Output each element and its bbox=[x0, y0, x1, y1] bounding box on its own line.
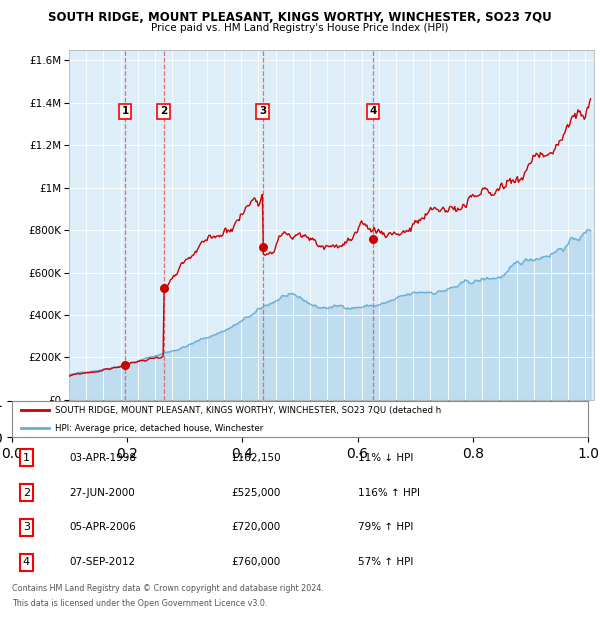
Text: 1: 1 bbox=[121, 106, 128, 116]
Text: £525,000: £525,000 bbox=[231, 487, 280, 497]
Text: 4: 4 bbox=[370, 106, 377, 116]
Text: Contains HM Land Registry data © Crown copyright and database right 2024.: Contains HM Land Registry data © Crown c… bbox=[12, 584, 324, 593]
Text: SOUTH RIDGE, MOUNT PLEASANT, KINGS WORTHY, WINCHESTER, SO23 7QU: SOUTH RIDGE, MOUNT PLEASANT, KINGS WORTH… bbox=[48, 11, 552, 24]
Point bbox=[368, 234, 378, 244]
Text: £760,000: £760,000 bbox=[231, 557, 280, 567]
Text: 116% ↑ HPI: 116% ↑ HPI bbox=[358, 487, 419, 497]
Text: 05-APR-2006: 05-APR-2006 bbox=[70, 523, 136, 533]
Text: 57% ↑ HPI: 57% ↑ HPI bbox=[358, 557, 413, 567]
Text: 3: 3 bbox=[23, 523, 30, 533]
Text: 2: 2 bbox=[23, 487, 30, 497]
Point bbox=[159, 283, 169, 293]
Text: SOUTH RIDGE, MOUNT PLEASANT, KINGS WORTHY, WINCHESTER, SO23 7QU (detached h: SOUTH RIDGE, MOUNT PLEASANT, KINGS WORTH… bbox=[55, 405, 442, 415]
Text: HPI: Average price, detached house, Winchester: HPI: Average price, detached house, Winc… bbox=[55, 423, 263, 433]
Text: 4: 4 bbox=[23, 557, 30, 567]
Text: 2: 2 bbox=[160, 106, 167, 116]
Text: This data is licensed under the Open Government Licence v3.0.: This data is licensed under the Open Gov… bbox=[12, 599, 268, 608]
Text: £720,000: £720,000 bbox=[231, 523, 280, 533]
Text: 79% ↑ HPI: 79% ↑ HPI bbox=[358, 523, 413, 533]
Text: 1: 1 bbox=[23, 453, 30, 463]
Text: £162,150: £162,150 bbox=[231, 453, 281, 463]
Text: 3: 3 bbox=[259, 106, 266, 116]
Text: 07-SEP-2012: 07-SEP-2012 bbox=[70, 557, 136, 567]
Point bbox=[258, 242, 268, 252]
Text: 03-APR-1998: 03-APR-1998 bbox=[70, 453, 137, 463]
Text: Price paid vs. HM Land Registry's House Price Index (HPI): Price paid vs. HM Land Registry's House … bbox=[151, 23, 449, 33]
Text: 27-JUN-2000: 27-JUN-2000 bbox=[70, 487, 136, 497]
Point bbox=[120, 360, 130, 370]
Text: 11% ↓ HPI: 11% ↓ HPI bbox=[358, 453, 413, 463]
